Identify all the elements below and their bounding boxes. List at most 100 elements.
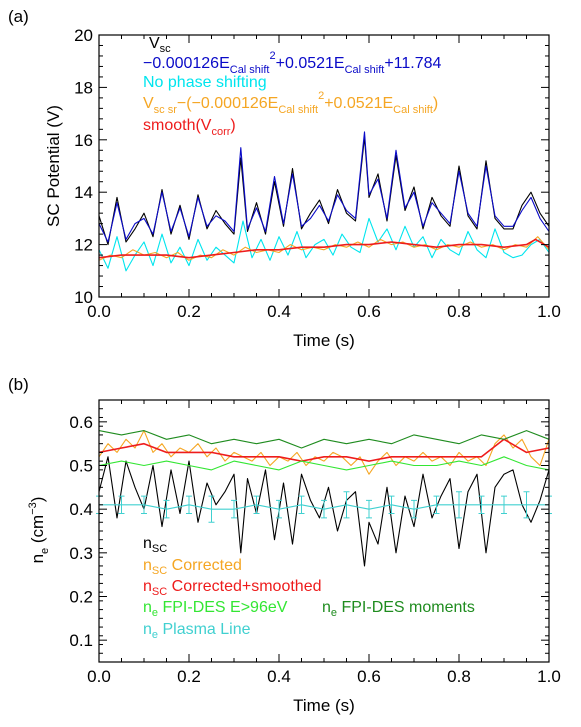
panel-label-a: (a) — [8, 7, 29, 26]
y-tick-label-b-3: 0.4 — [69, 500, 93, 519]
legend-a-smooth: smooth(Vcorr) — [143, 117, 236, 138]
legend-a-cal-t2: +0.0521E — [276, 55, 345, 72]
legend-b-mom-t2: FPI-DES moments — [337, 599, 475, 616]
legend-b-plasma-line: ne Plasma Line — [143, 621, 251, 641]
legend-b-nsc-s1: SC — [152, 543, 167, 555]
y-tick-label-a-2: 14 — [74, 183, 93, 202]
y-tick-label-a-1: 12 — [74, 236, 93, 255]
legend-a-corr-t3: +0.0521E — [324, 95, 393, 112]
legend-a-corr-p2: 2 — [318, 90, 324, 102]
panel-a-x-axis-title: Time (s) — [293, 331, 355, 350]
legend-a-cal: −0.000126ECal shift2+0.0521ECal shift+11… — [143, 50, 442, 76]
x-tick-label-b-0: 0.0 — [87, 667, 111, 686]
legend-b-nsc: nSC — [143, 535, 167, 555]
legend-b-e96-t2: FPI-DES E>96eV — [158, 599, 288, 616]
series-a-smooth — [98, 238, 550, 259]
panel-label-b: (b) — [8, 375, 29, 394]
panel-b-ticks: 0.0 0.2 0.4 0.6 0.8 1.0 0.1 0.2 0.3 0.4 0.5 0.6 — [69, 400, 561, 686]
legend-b-pl-s1: e — [152, 629, 158, 641]
errorbar-b-19 — [523, 491, 530, 519]
series-b-fpi_e96 — [98, 456, 550, 471]
legend-b-sm-t1: n — [143, 578, 152, 595]
legend-b-pl-t2: Plasma Line — [158, 621, 251, 638]
panel-b: (b) 0.0 0.2 0.4 0.6 0.8 1.0 0.1 0.2 0.3 0.4 0.5 0.6… — [8, 375, 561, 715]
errorbar-b-2 — [141, 495, 147, 515]
series-a-corrected — [98, 236, 550, 261]
errorbar-b-12 — [366, 499, 372, 519]
legend-a-cal-p1: 2 — [270, 50, 276, 62]
legend-b-fpi-moments: ne FPI-DES moments — [322, 599, 475, 619]
errorbar-b-14 — [411, 499, 417, 519]
errorbar-b-5 — [208, 495, 215, 523]
legend-b-smoothed: nSC Corrected+smoothed — [143, 578, 322, 598]
errorbar-b-15 — [433, 495, 440, 515]
y-tick-label-b-0: 0.1 — [69, 631, 93, 650]
panel-b-x-axis-title: Time (s) — [293, 696, 355, 715]
errorbar-b-3 — [163, 499, 170, 519]
y-tick-label-b-4: 0.5 — [69, 457, 93, 476]
x-tick-label-a-4: 0.8 — [447, 302, 471, 321]
errorbar-b-10 — [321, 499, 327, 519]
legend-a-smooth-t2: ) — [230, 117, 235, 134]
legend-b-mom-t1: n — [322, 599, 331, 616]
series-a-cal — [98, 131, 550, 243]
legend-b-nsc-t1: n — [143, 535, 152, 552]
panel-b-y-title-s1: e — [39, 548, 51, 554]
y-tick-label-a-4: 18 — [74, 78, 93, 97]
errorbar-b-1 — [118, 495, 125, 515]
series-a-vsc — [98, 136, 550, 246]
panel-b-y-title-t2: (cm — [28, 515, 47, 548]
series-b-fpi_moments — [98, 430, 550, 449]
panel-a: (a) 0.0 0.2 0.4 0.6 0.8 1.0 10 12 14 16 18 20 Time … — [8, 7, 561, 350]
legend-a-corrected: Vsc sr−(−0.000126ECal shift2+0.0521ECal … — [143, 90, 438, 116]
errorbar-b-8 — [276, 499, 282, 519]
panel-b-y-title-t3: ) — [28, 497, 47, 503]
panel-a-series — [98, 131, 550, 272]
series-b-smoothed — [98, 438, 550, 462]
legend-a-smooth-t1: smooth(V — [143, 117, 212, 134]
legend-b-corr-t2: Corrected — [167, 557, 242, 574]
panel-b-y-axis-title: ne (cm−3) — [27, 497, 51, 564]
panel-a-y-axis-title: SC Potential (V) — [44, 105, 63, 227]
y-tick-label-b-2: 0.3 — [69, 544, 93, 563]
legend-b-pl-t1: n — [143, 621, 152, 638]
errorbar-b-7 — [253, 495, 260, 515]
x-tick-label-a-0: 0.0 — [87, 302, 111, 321]
panel-b-y-title-t1: n — [28, 554, 47, 563]
legend-a-corr-s3: Cal shift — [393, 104, 433, 116]
legend-b-sm-t2: Corrected+smoothed — [167, 578, 321, 595]
errorbar-b-9 — [298, 495, 305, 515]
legend-b-corr-s1: SC — [152, 565, 167, 577]
y-tick-label-a-0: 10 — [74, 288, 93, 307]
x-tick-label-b-4: 0.8 — [447, 667, 471, 686]
legend-a-nophase: No phase shifting — [143, 74, 267, 91]
legend-b-corr-t1: n — [143, 557, 152, 574]
legend-a-corr-t4: ) — [433, 95, 438, 112]
errorbar-b-11 — [343, 491, 350, 519]
legend-a-vsc-main: V — [149, 35, 160, 52]
y-tick-label-a-3: 16 — [74, 131, 93, 150]
y-tick-label-a-5: 20 — [74, 26, 93, 45]
legend-a-corr-t2: −(−0.000126E — [177, 95, 278, 112]
legend-a-smooth-s1: corr — [211, 126, 230, 138]
x-tick-label-a-5: 1.0 — [537, 302, 561, 321]
series-b-corrected — [98, 430, 550, 475]
panel-b-y-title-p2: −3 — [27, 502, 39, 515]
x-tick-label-b-3: 0.6 — [357, 667, 381, 686]
legend-b-e96-s1: e — [152, 607, 158, 619]
errorbar-b-16 — [456, 491, 462, 519]
x-tick-label-b-2: 0.4 — [267, 667, 291, 686]
x-tick-label-b-1: 0.2 — [177, 667, 201, 686]
legend-b-sm-s1: SC — [152, 586, 167, 598]
legend-b-e96-t1: n — [143, 599, 152, 616]
legend-a-cal-t1: −0.000126E — [143, 55, 230, 72]
errorbar-b-17 — [478, 495, 485, 515]
legend-a-corr-t1: V — [143, 95, 154, 112]
errorbar-b-18 — [501, 495, 507, 515]
legend-a-corr-s2: Cal shift — [278, 104, 318, 116]
legend-a-cal-t3: +11.784 — [384, 55, 441, 72]
legend-a-cal-s2: Cal shift — [345, 64, 385, 76]
legend-a-cal-s1: Cal shift — [230, 64, 270, 76]
x-tick-label-a-3: 0.6 — [357, 302, 381, 321]
